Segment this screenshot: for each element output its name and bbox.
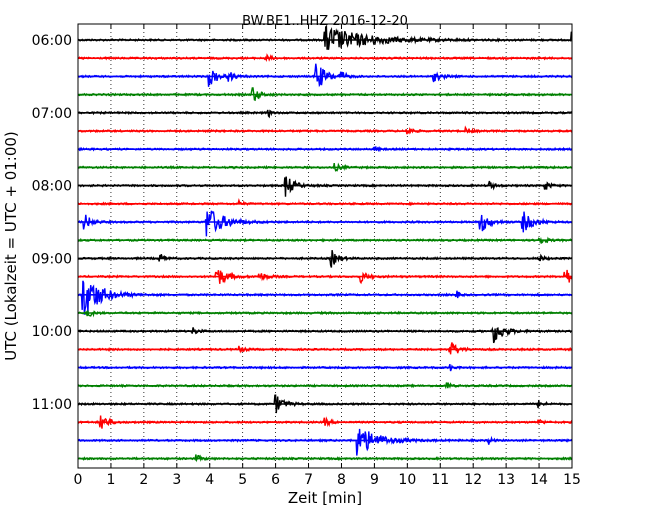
y-tick-label: 10:00 [32, 324, 72, 340]
x-tick-label: 7 [304, 472, 313, 488]
ticks: 0 1 2 3 4 5 6 7 8 9 10 11 12 13 14 1506:0007:0008:0009:… [32, 24, 581, 488]
trace-line [77, 24, 573, 50]
trace-line [77, 63, 573, 88]
grid [78, 24, 572, 468]
x-tick-label: 13 [497, 472, 515, 488]
y-tick-label: 07:00 [32, 106, 72, 122]
trace-line [77, 280, 573, 315]
x-tick-label: 10 [398, 472, 416, 488]
x-tick-label: 15 [563, 472, 581, 488]
trace-line [77, 176, 573, 197]
trace-line [77, 428, 573, 456]
x-tick-label: 1 [106, 472, 115, 488]
trace-line [77, 210, 573, 237]
x-tick-label: 0 [74, 472, 83, 488]
plot-frame [77, 23, 573, 469]
x-tick-label: 14 [530, 472, 548, 488]
trace-line [77, 326, 573, 344]
y-tick-label: 08:00 [32, 179, 72, 195]
x-axis-label: Zeit [min] [288, 489, 362, 507]
x-tick-label: 2 [139, 472, 148, 488]
x-tick-label: 4 [205, 472, 214, 488]
x-tick-label: 8 [337, 472, 346, 488]
x-tick-label: 9 [370, 472, 379, 488]
x-tick-label: 5 [238, 472, 247, 488]
x-tick-label: 6 [271, 472, 280, 488]
y-tick-label: 11:00 [32, 397, 72, 413]
x-tick-label: 11 [431, 472, 449, 488]
y-tick-label: 06:00 [32, 33, 72, 49]
x-tick-label: 12 [464, 472, 482, 488]
y-tick-label: 09:00 [32, 251, 72, 267]
y-axis-label: UTC (Lokalzeit = UTC + 01:00) [2, 131, 20, 361]
x-tick-label: 3 [172, 472, 181, 488]
chart-title: BW.BE1..HHZ 2016-12-20 [242, 14, 408, 29]
trace-line [77, 342, 573, 355]
traces [77, 24, 573, 463]
